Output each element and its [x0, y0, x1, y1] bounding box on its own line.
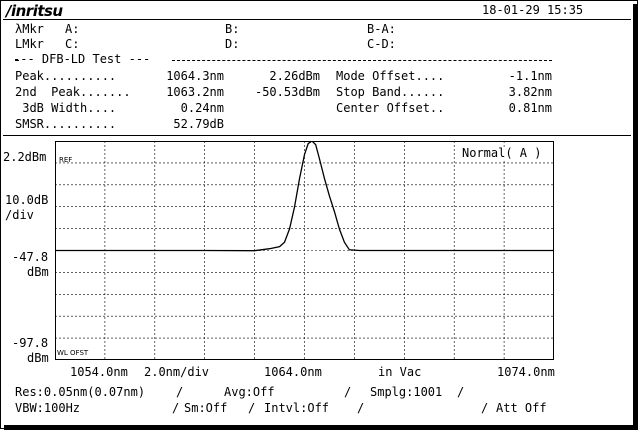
peak-wavelength: 1064.3nm	[166, 69, 224, 83]
status-sep-6: /	[357, 401, 365, 415]
y-mid-unit: dBm	[27, 265, 49, 279]
wl-offset-label: WL OFST	[57, 349, 89, 357]
ref-label: REF	[59, 156, 73, 164]
sampling-status: Smplg:1001	[370, 385, 443, 399]
marker-b-a: B-A:	[367, 22, 396, 36]
results-divider	[3, 135, 631, 136]
title-rule-right	[172, 60, 552, 61]
smoothing-status: Sm:Off	[184, 401, 228, 415]
y-bottom-label: -97.8	[12, 336, 49, 350]
second-peak-wavelength: 1063.2nm	[166, 85, 224, 99]
attenuator-status: Att Off	[496, 401, 547, 415]
y-mid-label: -47.8	[12, 250, 49, 264]
screen-shadow-bottom	[4, 425, 638, 430]
spectrum-plot[interactable]	[55, 141, 554, 360]
status-sep-1: /	[176, 385, 184, 399]
display-mode-label: Normal( A )	[462, 146, 542, 160]
interval-status: Intvl:Off	[264, 401, 330, 415]
mode-offset-value: -1.1nm	[508, 69, 552, 83]
center-offset-label: Center Offset..	[336, 101, 445, 115]
width-value: 0.24nm	[180, 101, 224, 115]
average-status: Avg:Off	[224, 385, 275, 399]
brand-logo: /inritsu	[6, 2, 63, 20]
stop-band-label: Stop Band......	[336, 85, 445, 99]
marker-a: A:	[65, 22, 80, 36]
status-sep-4: /	[172, 401, 180, 415]
screen-shadow-right	[633, 4, 638, 429]
peak-level: 2.26dBm	[269, 69, 320, 83]
x-start-label: 1054.0nm	[70, 365, 128, 379]
wavelength-medium-label: in Vac	[378, 365, 422, 379]
level-marker-label: LMkr	[15, 37, 44, 51]
mode-offset-label: Mode Offset....	[336, 69, 445, 83]
x-div-label: 2.0nm/div	[144, 365, 210, 379]
test-title: --- DFB-LD Test ---	[13, 52, 151, 66]
marker-d: D:	[225, 37, 240, 51]
peak-label: Peak..........	[15, 69, 117, 83]
second-peak-label: 2nd Peak.......	[15, 85, 131, 99]
second-peak-level: -50.53dBm	[254, 85, 320, 99]
marker-c: C:	[65, 37, 80, 51]
y-scale-label: 10.0dB	[5, 193, 49, 207]
y-top-label: 2.2dBm	[3, 150, 47, 164]
smsr-label: SMSR..........	[15, 117, 117, 131]
stop-band-value: 3.82nm	[508, 85, 552, 99]
status-sep-7: /	[481, 401, 489, 415]
title-rule-left	[15, 60, 19, 61]
resolution-status: Res:0.05nm(0.07nm)	[15, 385, 146, 399]
smsr-value: 52.79dB	[173, 117, 224, 131]
status-sep-2: /	[344, 385, 352, 399]
x-stop-label: 1074.0nm	[497, 365, 555, 379]
marker-c-d: C-D:	[367, 37, 396, 51]
status-sep-3: /	[457, 385, 465, 399]
datetime: 18-01-29 15:35	[482, 3, 584, 17]
marker-b: B:	[225, 22, 240, 36]
vbw-status: VBW:100Hz	[15, 401, 81, 415]
header-divider	[3, 19, 631, 20]
y-scale-unit: /div	[5, 208, 34, 222]
width-label: 3dB Width....	[15, 101, 117, 115]
center-offset-value: 0.81nm	[508, 101, 552, 115]
status-sep-5: /	[248, 401, 256, 415]
y-bottom-unit: dBm	[27, 351, 49, 365]
lambda-marker-label: λMkr	[15, 22, 44, 36]
spectrum-trace	[55, 141, 554, 252]
x-center-label: 1064.0nm	[264, 365, 322, 379]
